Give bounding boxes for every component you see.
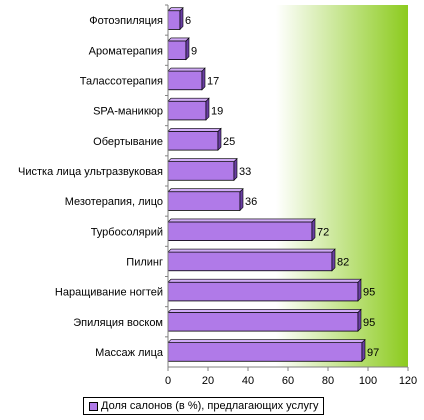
bar: [167, 221, 313, 242]
bar-side: [357, 278, 362, 302]
bar-top: [167, 7, 184, 12]
x-tick-label: 40: [242, 375, 254, 387]
category-label: Мезотерапия, лицо: [65, 196, 163, 208]
category-label: Пилинг: [126, 256, 163, 268]
plot-area: [168, 5, 408, 367]
category-label: Чистка лица ультразвуковая: [18, 166, 163, 178]
x-tick-label: 0: [165, 375, 171, 387]
bar-side: [361, 338, 366, 362]
legend-label: Доля салонов (в %), предлагающих услугу: [101, 400, 319, 412]
x-tick-label: 120: [399, 375, 417, 387]
x-tick-label: 20: [202, 375, 214, 387]
data-label: 95: [363, 287, 375, 299]
category-label: Турбосолярий: [91, 226, 163, 238]
category-label: Фотоэпиляция: [89, 15, 163, 27]
x-tick-label: 100: [359, 375, 377, 387]
legend: Доля салонов (в %), предлагающих услугу: [83, 397, 325, 415]
bar-top: [167, 248, 336, 253]
data-label: 82: [337, 256, 349, 268]
bar-side: [239, 188, 244, 212]
bar: [167, 342, 363, 362]
x-tick-label: 80: [322, 375, 334, 387]
data-label: 97: [367, 347, 379, 359]
data-label: 19: [211, 106, 223, 118]
x-tick-label: 60: [282, 375, 294, 387]
data-label: 17: [207, 75, 219, 87]
bar: [167, 161, 235, 181]
bar: [167, 251, 333, 272]
bar-top: [167, 128, 222, 132]
legend-swatch: [89, 401, 98, 411]
category-label: Талассотерапия: [80, 75, 163, 87]
category-label: Эпиляция воском: [73, 317, 163, 329]
category-label: Ароматерапия: [89, 45, 163, 57]
bar-top: [167, 37, 190, 42]
bar-side: [179, 7, 184, 31]
bar-top: [167, 188, 244, 193]
data-label: 9: [191, 45, 197, 57]
bar-side: [331, 248, 336, 272]
bar: [167, 311, 359, 332]
bar: [167, 70, 203, 91]
bar-top: [167, 67, 206, 72]
bar: [167, 100, 207, 121]
bar-side: [233, 157, 238, 181]
bar: [167, 281, 359, 302]
bar-side: [201, 67, 206, 91]
bar-side: [311, 218, 316, 242]
bar-side: [217, 127, 222, 151]
category-label: SPA-маникюр: [93, 106, 163, 118]
data-label: 25: [223, 136, 235, 148]
bar-top: [167, 309, 362, 313]
bar-top: [167, 278, 362, 283]
data-label: 6: [185, 15, 191, 27]
bar: [167, 40, 187, 61]
bar-top: [167, 339, 366, 343]
bar-top: [167, 97, 210, 102]
category-label: Обертывание: [93, 136, 163, 148]
data-label: 36: [245, 196, 257, 208]
category-label: Наращивание ногтей: [55, 287, 163, 299]
bar-side: [357, 308, 362, 332]
category-label: Массаж лица: [95, 347, 164, 359]
bar-top: [167, 158, 238, 162]
data-label: 72: [317, 226, 329, 238]
bar-side: [205, 97, 210, 121]
bar: [167, 191, 241, 211]
bar: [167, 130, 219, 151]
bar-side: [185, 37, 190, 61]
data-label: 95: [363, 317, 375, 329]
bar-top: [167, 218, 316, 223]
bar: [167, 10, 181, 30]
data-label: 33: [239, 166, 251, 178]
